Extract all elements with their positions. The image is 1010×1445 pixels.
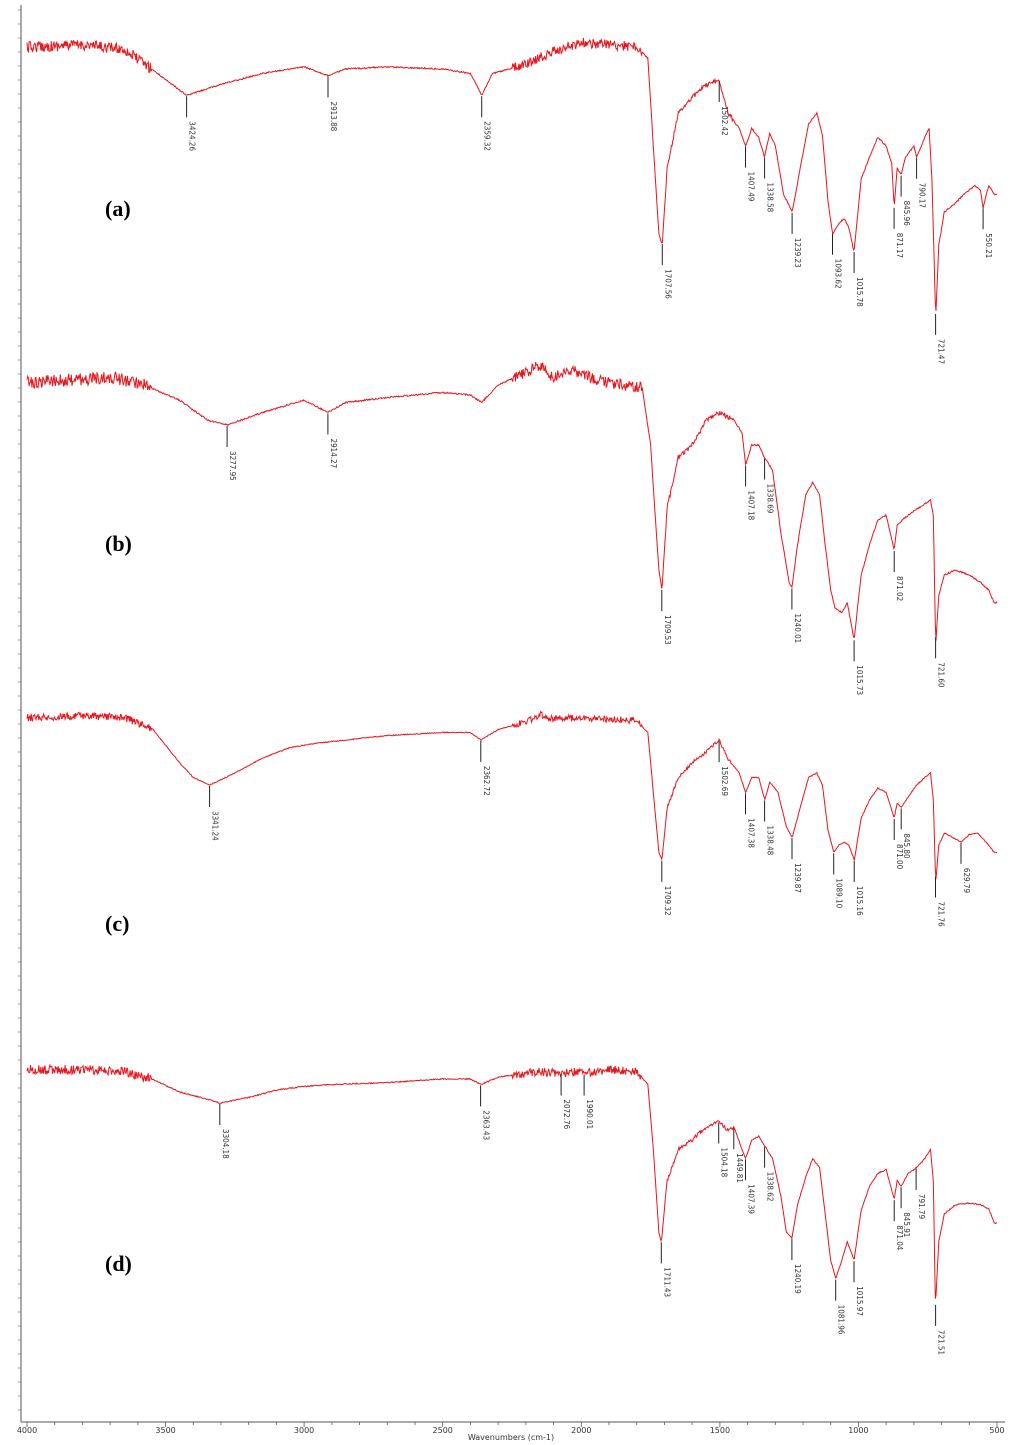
- peak-label: 1015.97: [855, 1286, 864, 1316]
- peak-label: 1239.23: [793, 238, 802, 268]
- peak-label: 790.17: [918, 183, 927, 208]
- y-axis-ticks: [18, 9, 21, 1411]
- panel-label-1: (a): [105, 196, 131, 221]
- peak-label: 1504.18: [720, 1148, 729, 1178]
- peak-label: 1338.58: [766, 183, 775, 213]
- peak-label: 1707.56: [663, 269, 672, 299]
- peak-label: 1990.01: [585, 1099, 594, 1129]
- peak-label: 1502.42: [720, 106, 729, 136]
- peak-label: 2362.72: [482, 766, 491, 796]
- peak-label: 1239.87: [793, 863, 802, 893]
- spectra-panels: (a) 3424.26 2913.88 2359.32 1707.56 1502.42 14…: [26, 37, 998, 1355]
- peak-label: 3277.95: [228, 451, 237, 481]
- x-tick-label: 1000: [848, 1426, 868, 1435]
- x-axis-label: Wavenumbers (cm-1): [468, 1433, 554, 1442]
- spectrum-line-1: [26, 37, 998, 311]
- peak-label: 2072.76: [562, 1099, 571, 1129]
- peak-label: 721.60: [937, 662, 946, 688]
- spectrum-panel-2: (b) 3277.95 2914.27 1709.53 1407.18 1338.69 12…: [26, 362, 998, 695]
- peak-label: 2913.88: [329, 102, 338, 132]
- peak-label: 1449.81: [735, 1153, 744, 1183]
- peak-label: 871.00: [895, 844, 904, 870]
- x-tick-label: 3000: [294, 1426, 314, 1435]
- peak-label: 3424.26: [188, 121, 197, 151]
- peak-label: 845.80: [902, 833, 911, 859]
- peak-label: 1709.53: [663, 615, 672, 645]
- x-tick-label: 4000: [17, 1426, 37, 1435]
- peak-label: 1338.48: [766, 826, 775, 856]
- x-tick-label: 2500: [433, 1426, 453, 1435]
- peak-label: 550.21: [984, 233, 993, 258]
- x-tick-label: 500: [989, 1426, 1004, 1435]
- peak-label: 1240.01: [793, 614, 802, 644]
- peak-label: 721.47: [937, 339, 946, 364]
- peak-label: 1089.10: [835, 878, 844, 908]
- peak-label: 1081.96: [837, 1305, 846, 1335]
- peak-label: 1015.16: [855, 886, 864, 916]
- x-tick-label: 3500: [155, 1426, 175, 1435]
- peak-label: 845.96: [902, 201, 911, 227]
- peak-label: 1711.43: [662, 1267, 671, 1297]
- peak-label: 1407.49: [747, 172, 756, 202]
- peak-label: 871.17: [895, 233, 904, 258]
- peak-label: 1093.62: [834, 259, 843, 289]
- peak-label: 1407.38: [747, 818, 756, 848]
- peak-label: 3341.24: [211, 811, 220, 841]
- peak-label: 2359.32: [483, 121, 492, 151]
- panel-label-2: (b): [105, 531, 132, 556]
- panel-label-3: (c): [105, 911, 129, 936]
- peak-label: 3304.18: [221, 1129, 230, 1159]
- peak-label: 1502.69: [720, 766, 729, 796]
- spectrum-line-4: [26, 1063, 998, 1299]
- peak-label: 1338.69: [766, 484, 775, 514]
- peak-label: 871.02: [895, 576, 904, 601]
- peak-label: 629.79: [962, 868, 971, 894]
- spectrum-panel-3: (c) 3341.24 2362.72 1709.32 1502.69 1407.38 13…: [26, 710, 998, 936]
- peak-label: 1015.78: [855, 277, 864, 307]
- peak-label: 1709.32: [663, 886, 672, 916]
- peak-label: 2914.27: [329, 439, 338, 469]
- peak-label: 2363.43: [482, 1110, 491, 1140]
- peak-label: 845.91: [902, 1212, 911, 1237]
- peak-label: 1407.39: [747, 1184, 756, 1214]
- panel-label-4: (d): [105, 1251, 132, 1276]
- spectrum-panel-4: (d) 3304.18 2363.43 2072.76 1990.01 1711.43 15…: [26, 1063, 998, 1355]
- peak-label: 1338.62: [766, 1172, 775, 1202]
- peak-label: 871.04: [895, 1225, 904, 1251]
- x-tick-label: 1500: [710, 1426, 730, 1435]
- peak-label: 1015.73: [855, 665, 864, 695]
- peak-label: 791.79: [917, 1194, 926, 1220]
- peak-label: 721.51: [937, 1330, 946, 1355]
- peak-label: 721.76: [937, 902, 946, 928]
- peak-label: 1240.19: [793, 1264, 802, 1294]
- x-axis-ticks: 4000 3500 3000 2500 2000 1500 1000 500: [17, 1422, 1005, 1435]
- peak-label: 1407.18: [747, 491, 756, 521]
- spectrum-line-2: [26, 362, 998, 641]
- spectrum-line-3: [26, 710, 998, 879]
- spectrum-panel-1: (a) 3424.26 2913.88 2359.32 1707.56 1502.42 14…: [26, 37, 998, 364]
- x-tick-label: 2000: [571, 1426, 591, 1435]
